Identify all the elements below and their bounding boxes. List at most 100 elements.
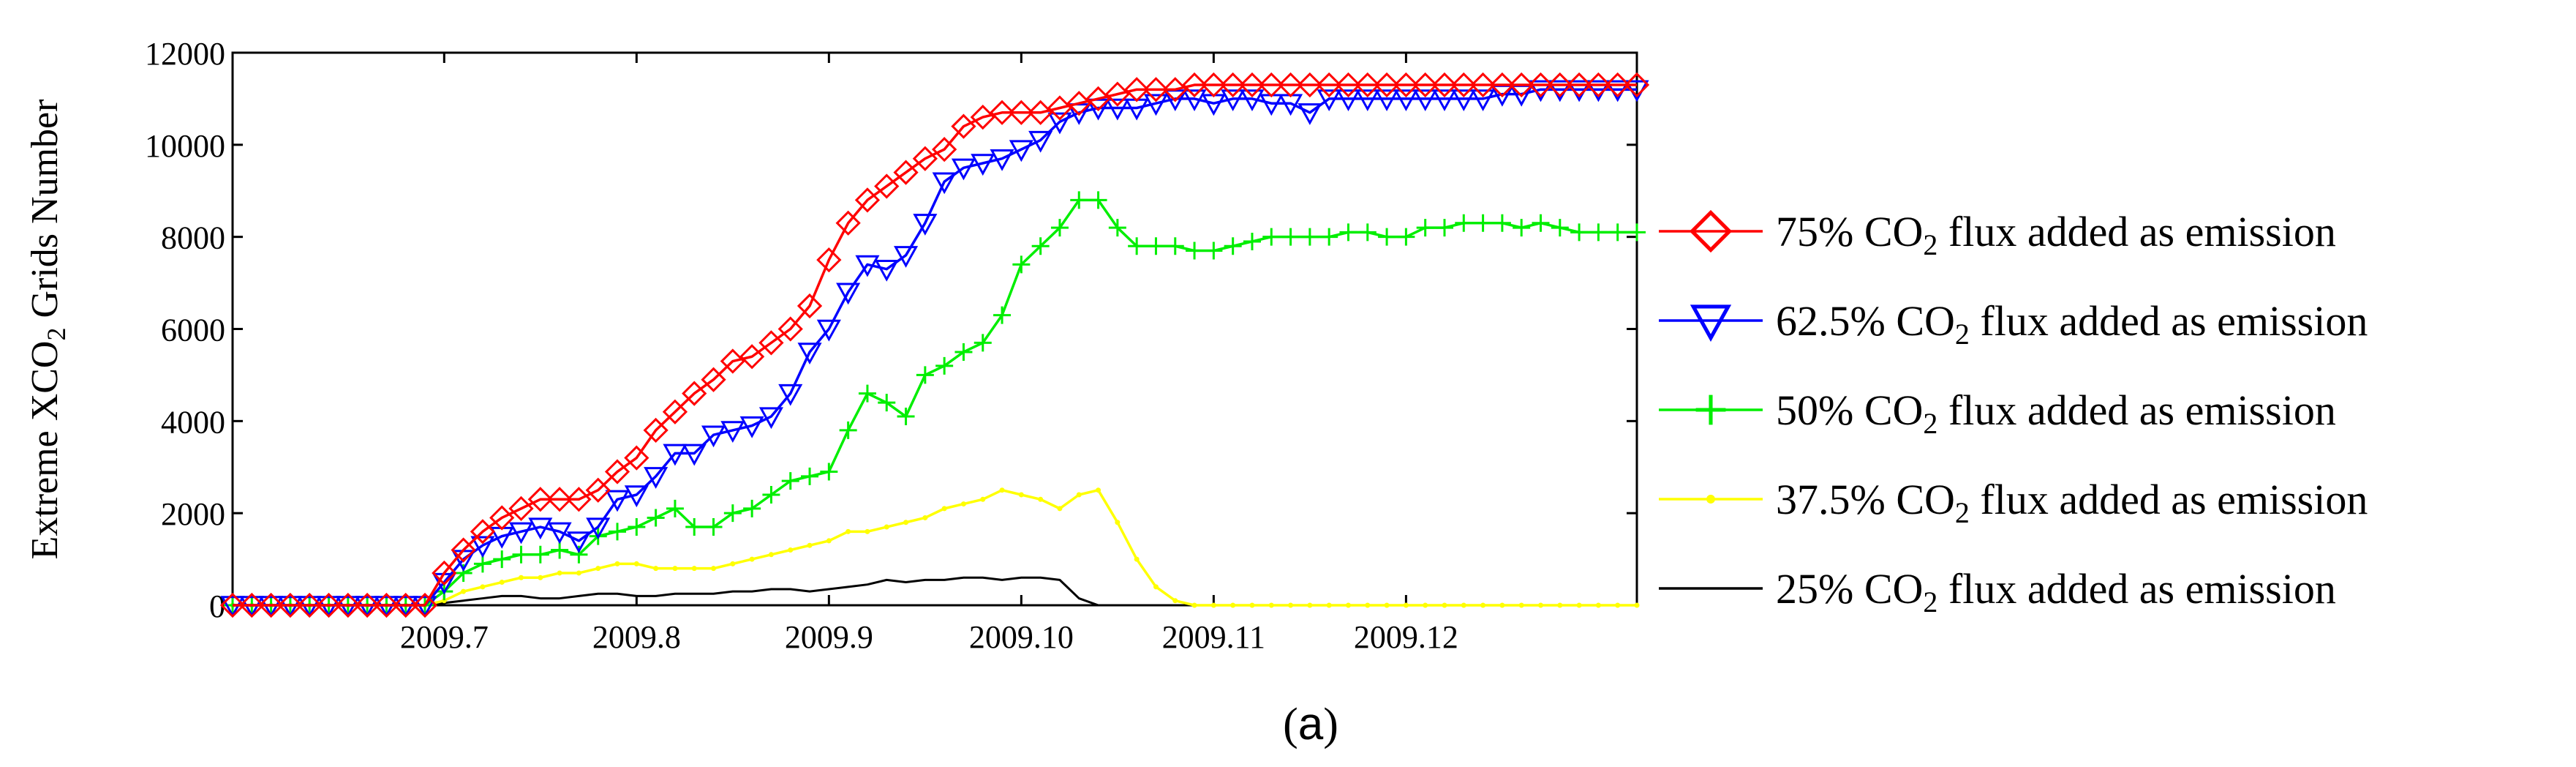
data-point-marker (239, 592, 265, 618)
data-point-marker (701, 367, 726, 392)
data-point-marker (893, 246, 919, 268)
data-point-marker (1345, 602, 1351, 608)
data-point-marker (913, 214, 938, 236)
x-tick-label: 2009.11 (1162, 619, 1265, 655)
data-point-marker (1320, 228, 1338, 246)
data-point-marker (1317, 89, 1341, 112)
data-point-marker (701, 425, 726, 448)
data-point-marker (672, 566, 678, 572)
data-point-marker (1493, 214, 1511, 232)
data-point-marker (528, 517, 553, 540)
data-point-marker (951, 158, 976, 181)
data-point-marker (874, 173, 900, 199)
data-point-marker (816, 247, 842, 273)
data-point-marker (1451, 72, 1477, 98)
data-point-marker (1162, 77, 1188, 102)
data-point-marker (1706, 495, 1715, 504)
data-point-marker (682, 444, 707, 466)
data-point-marker (1455, 214, 1473, 232)
data-point-marker (973, 334, 992, 352)
legend-entry-3: 50% CO2 flux added as emission (1659, 386, 2336, 440)
data-point-marker (1689, 209, 1733, 253)
data-point-marker (1307, 602, 1313, 608)
x-tick-label: 2009.9 (785, 619, 873, 655)
data-point-marker (1115, 520, 1121, 525)
y-tick-label: 10000 (145, 128, 225, 164)
data-point-marker (1413, 89, 1438, 112)
data-point-marker (970, 104, 995, 130)
data-point-marker (778, 384, 803, 406)
data-point-marker (1474, 214, 1492, 232)
caption-close-paren: ) (1323, 700, 1338, 749)
data-point-marker (1201, 72, 1227, 98)
data-point-marker (1128, 237, 1146, 255)
data-point-marker (605, 490, 630, 512)
data-point-marker (1028, 100, 1053, 125)
legend-entry-5: 25% CO2 flux added as emission (1659, 565, 2336, 618)
data-point-marker (1009, 140, 1033, 162)
data-point-marker (865, 528, 870, 534)
data-point-marker (1589, 223, 1608, 242)
data-point-marker (557, 570, 562, 576)
legend-label: 62.5% CO2 flux added as emission (1776, 297, 2368, 351)
data-point-marker (855, 255, 880, 277)
data-point-marker (1230, 602, 1236, 608)
data-point-marker (643, 417, 669, 444)
data-point-marker (836, 283, 861, 305)
data-point-marker (1605, 72, 1630, 98)
data-point-marker (1499, 602, 1505, 608)
series-line (233, 198, 1637, 607)
data-point-marker (470, 519, 496, 545)
data-point-marker (989, 100, 1015, 125)
data-point-marker (797, 343, 822, 365)
data-point-marker (1397, 228, 1415, 246)
data-point-marker (1012, 255, 1031, 274)
data-point-marker (1513, 219, 1531, 237)
data-point-marker (1300, 228, 1319, 246)
data-point-marker (820, 463, 838, 481)
data-point-marker (1249, 602, 1255, 608)
data-point-marker (903, 520, 909, 525)
data-point-marker (1018, 492, 1024, 498)
data-point-marker (971, 154, 995, 176)
data-point-marker (470, 536, 495, 558)
data-point-marker (519, 575, 524, 580)
data-point-marker (1384, 602, 1390, 608)
data-point-marker (1416, 219, 1434, 237)
data-point-marker (1262, 228, 1281, 246)
data-point-marker (461, 588, 467, 594)
data-point-marker (547, 487, 573, 512)
data-point-marker (1393, 72, 1419, 98)
data-point-marker (941, 506, 947, 512)
data-point-marker (1172, 598, 1178, 604)
data-point-marker (781, 472, 799, 490)
data-point-marker (691, 566, 697, 572)
data-point-marker (720, 421, 745, 444)
data-point-marker (551, 541, 569, 559)
data-point-marker (739, 416, 764, 438)
data-point-marker (711, 566, 717, 572)
data-point-marker (897, 408, 915, 426)
data-point-marker (662, 399, 688, 424)
series-line (233, 488, 1637, 607)
data-point-marker (1365, 602, 1371, 608)
data-point-marker (1355, 89, 1380, 112)
data-point-marker (316, 592, 342, 618)
data-point-marker (743, 499, 761, 517)
data-point-marker (1191, 602, 1197, 608)
data-point-marker (1038, 496, 1044, 502)
data-point-marker (1586, 72, 1611, 98)
data-point-marker (1489, 72, 1515, 98)
series-4 (230, 487, 1640, 608)
data-point-marker (1147, 237, 1165, 255)
series-layer (219, 72, 1650, 618)
data-point-marker (1551, 219, 1569, 237)
data-point-marker (1070, 191, 1088, 209)
data-point-marker (508, 495, 534, 521)
data-point-marker (874, 260, 899, 282)
data-point-marker (835, 210, 861, 236)
series-1 (219, 72, 1650, 618)
data-point-marker (441, 598, 447, 604)
data-point-marker (1451, 89, 1476, 112)
data-point-marker (1240, 89, 1265, 112)
